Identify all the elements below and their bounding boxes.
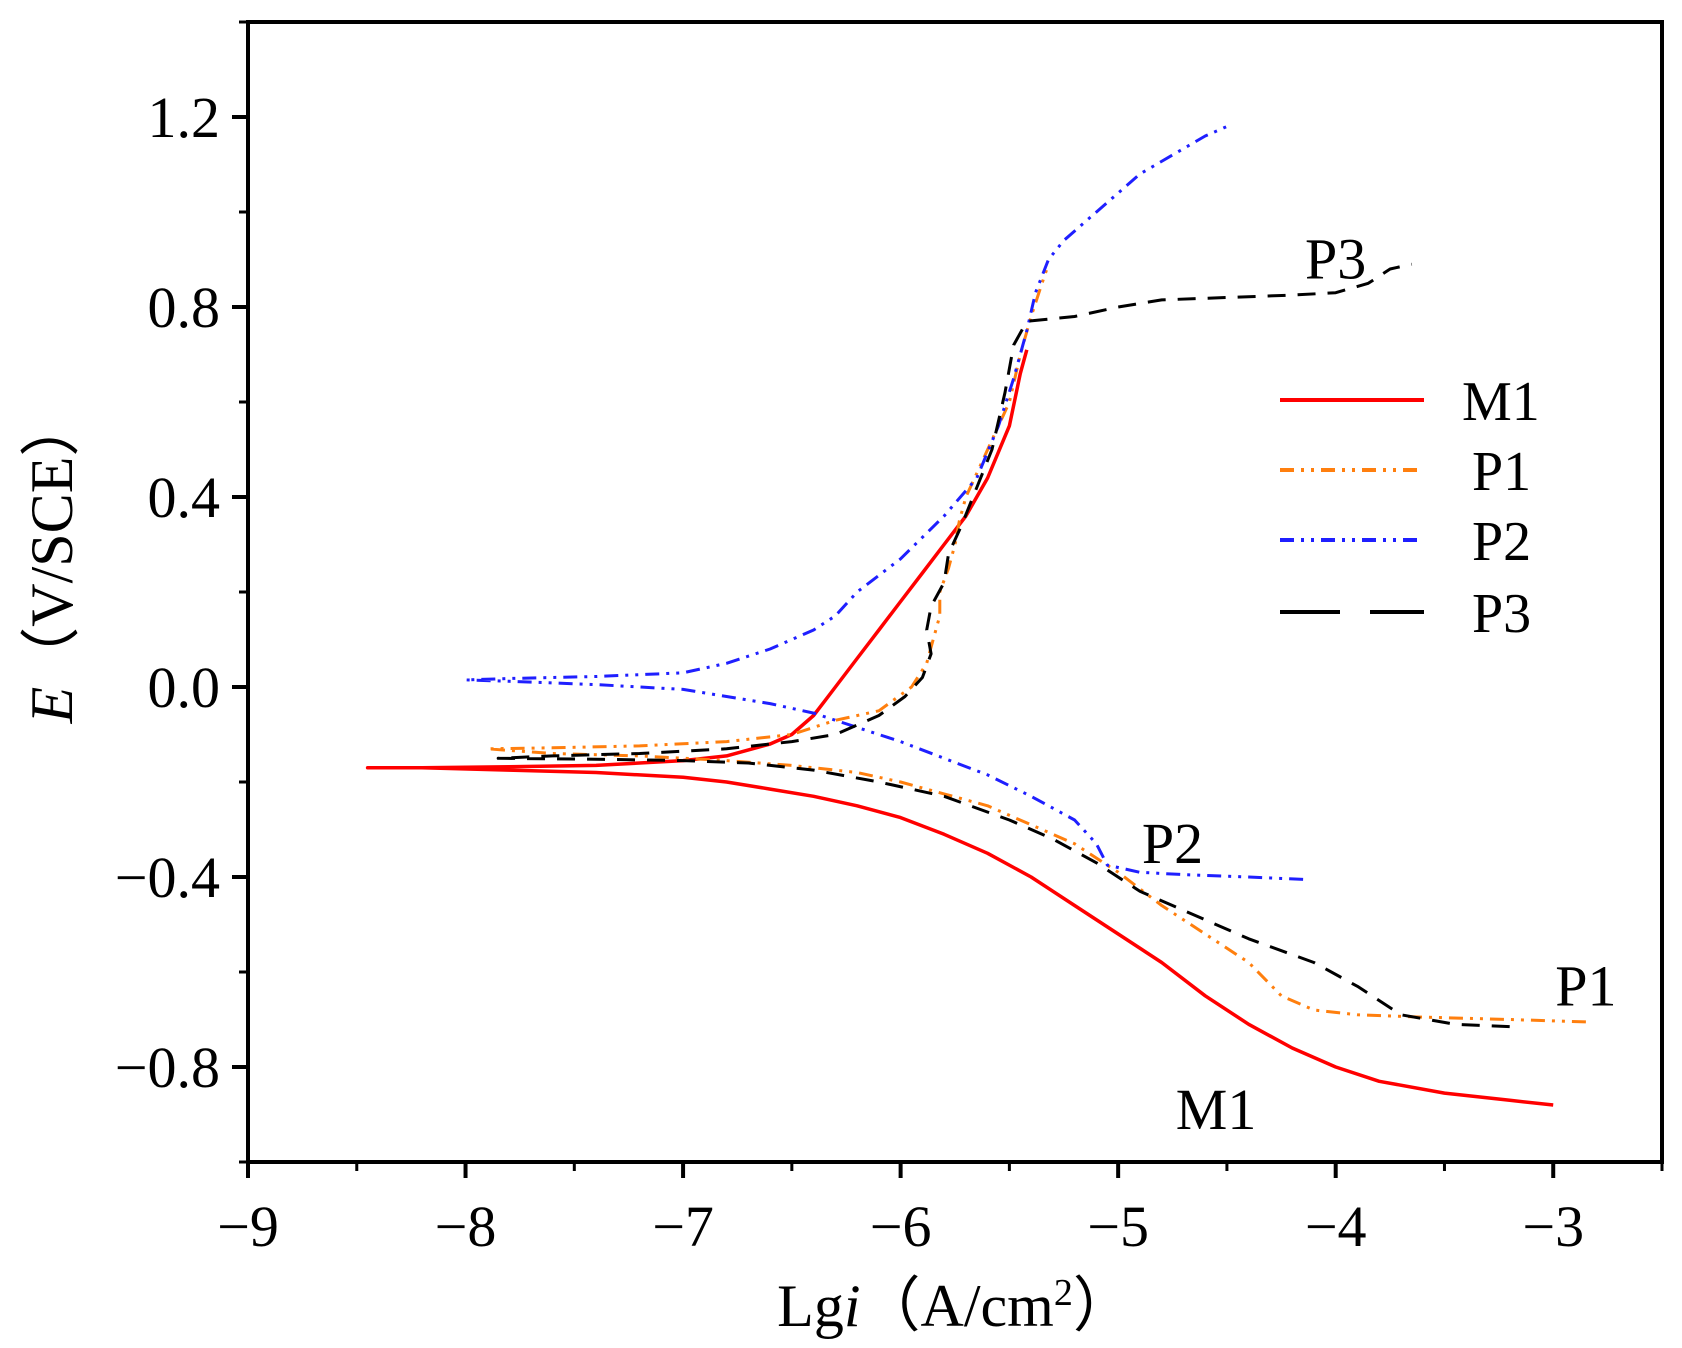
x-tick-label: −8 <box>435 1194 497 1259</box>
annotations: P3 P2 P1 M1 <box>1142 227 1617 1142</box>
series-layer <box>365 125 1586 1107</box>
x-axis-title-italic: i <box>844 1273 861 1339</box>
x-tick-label: −5 <box>1087 1194 1149 1259</box>
series-line-m1 <box>365 349 1554 1107</box>
y-tick-label: −0.4 <box>115 845 220 910</box>
y-tick-label: 0.4 <box>148 465 221 530</box>
y-axis-title-italic: E <box>19 687 85 725</box>
x-tick-label: −9 <box>217 1194 279 1259</box>
y-axis-title-unit: （V/SCE） <box>19 397 85 687</box>
x-axis-title-close: ） <box>1073 1273 1133 1339</box>
y-tick-label: 0.8 <box>148 275 221 340</box>
legend-label-m1: M1 <box>1462 371 1540 433</box>
plot-frame <box>246 20 1664 1164</box>
series-line-p3 <box>496 262 1510 1029</box>
x-axis-title-main: Lg <box>777 1273 844 1339</box>
y-axis-title: E（V/SCE） <box>19 397 85 725</box>
legend: M1 P1 P2 P3 <box>1280 371 1540 645</box>
y-tick-label: 1.2 <box>148 85 221 150</box>
x-tick-label: −6 <box>870 1194 932 1259</box>
x-tick-label: −7 <box>652 1194 714 1259</box>
legend-label-p2: P2 <box>1472 511 1531 573</box>
series-line-p2 <box>464 125 1304 881</box>
annotation-p3: P3 <box>1305 227 1366 292</box>
y-tick-label: 0.0 <box>148 655 221 720</box>
annotation-m1: M1 <box>1176 1077 1257 1142</box>
legend-label-p1: P1 <box>1472 441 1531 503</box>
series-line-p1 <box>485 263 1586 1024</box>
x-axis-title-unit: （A/cm <box>861 1273 1054 1339</box>
x-tick-label: −3 <box>1522 1194 1584 1259</box>
annotation-p2: P2 <box>1142 811 1203 876</box>
x-tick-label: −4 <box>1305 1194 1367 1259</box>
legend-label-p3: P3 <box>1472 583 1531 645</box>
annotation-p1: P1 <box>1555 953 1616 1018</box>
x-axis-title: Lgi（A/cm2） <box>777 1272 1133 1339</box>
x-axis-ticks: −9 −8 −7 −6 −5 −4 −3 <box>217 1162 1664 1259</box>
x-axis-title-sup: 2 <box>1054 1272 1073 1314</box>
y-axis-ticks: −0.8 −0.4 0.0 0.4 0.8 1.2 <box>115 20 248 1164</box>
y-tick-label: −0.8 <box>115 1035 220 1100</box>
